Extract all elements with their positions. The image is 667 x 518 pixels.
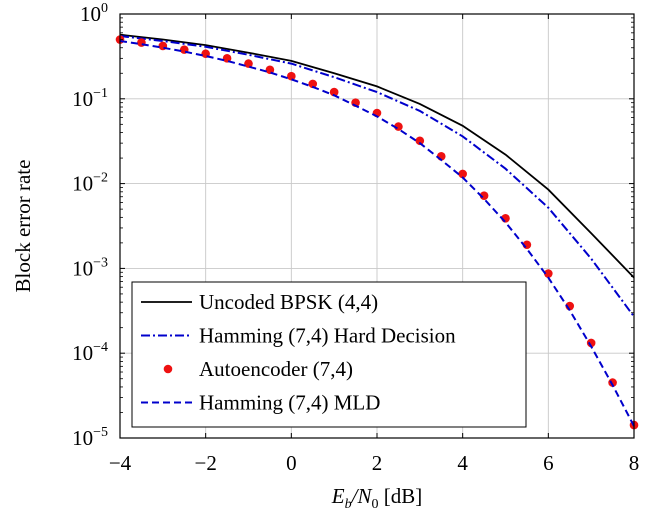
y-tick-label: 10−4 [72, 340, 108, 365]
x-axis-label-sub2: 0 [371, 497, 378, 512]
y-tick-exponent: −3 [93, 255, 108, 270]
legend: Uncoded BPSK (4,4) Hamming (7,4) Hard Dec… [131, 281, 527, 428]
autoencoder-marker [265, 65, 275, 75]
x-axis-label-main: E [331, 484, 345, 508]
autoencoder-marker [586, 338, 596, 348]
y-tick-base: 10 [72, 256, 93, 280]
x-tick-label: 0 [286, 451, 297, 475]
autoencoder-marker [458, 169, 467, 179]
autoencoder-marker [308, 79, 318, 89]
series-line-dashdot [119, 35, 635, 318]
y-tick-base: 10 [80, 2, 101, 26]
y-tick-label: 10−5 [72, 425, 108, 450]
autoencoder-marker [608, 378, 617, 387]
y-tick-exponent: −2 [93, 171, 108, 186]
legend-box [131, 281, 527, 428]
legend-label: Uncoded BPSK (4,4) [199, 290, 378, 314]
legend-label: Hamming (7,4) Hard Decision [199, 324, 456, 348]
y-tick-base: 10 [72, 172, 93, 196]
legend-marker [163, 364, 173, 374]
y-tick-label: 10−1 [72, 86, 108, 111]
axis-ticks [119, 13, 635, 439]
x-axis-label-sub: b [345, 497, 352, 512]
x-axis-label-unit: [dB] [378, 484, 422, 508]
autoencoder-marker [544, 269, 553, 278]
x-tick-label: 8 [629, 451, 640, 475]
y-tick-exponent: −5 [93, 425, 108, 440]
y-tick-base: 10 [72, 341, 93, 365]
x-axis-label: Eb/N0 [dB] [331, 484, 422, 512]
x-tick-label: 2 [372, 451, 383, 475]
legend-label: Autoencoder (7,4) [199, 357, 353, 381]
autoencoder-marker [287, 71, 296, 81]
y-tick-label: 10−2 [72, 171, 108, 196]
autoencoder-marker [244, 59, 253, 68]
autoencoder-marker [415, 136, 425, 146]
autoencoder-marker [329, 87, 339, 97]
y-tick-exponent: −1 [93, 86, 108, 101]
y-tick-label: 100 [80, 1, 108, 26]
y-tick-exponent: 0 [101, 1, 108, 16]
legend-label: Hamming (7,4) MLD [199, 391, 380, 415]
x-tick-label: −2 [194, 451, 216, 475]
y-axis-label: Block error rate [11, 160, 35, 293]
x-tick-label: 4 [457, 451, 468, 475]
y-tick-base: 10 [72, 426, 93, 450]
series-line-dashed [119, 40, 635, 427]
x-tick-labels: −4 −2 0 2 4 6 8 [109, 451, 639, 475]
x-tick-label: −4 [109, 451, 132, 475]
series-line-solid [119, 33, 635, 279]
x-axis-label-sep: /N [351, 484, 373, 508]
y-tick-label: 10−3 [72, 255, 108, 280]
x-tick-label: 6 [543, 451, 554, 475]
y-tick-base: 10 [72, 87, 93, 111]
y-tick-exponent: −4 [93, 340, 108, 355]
